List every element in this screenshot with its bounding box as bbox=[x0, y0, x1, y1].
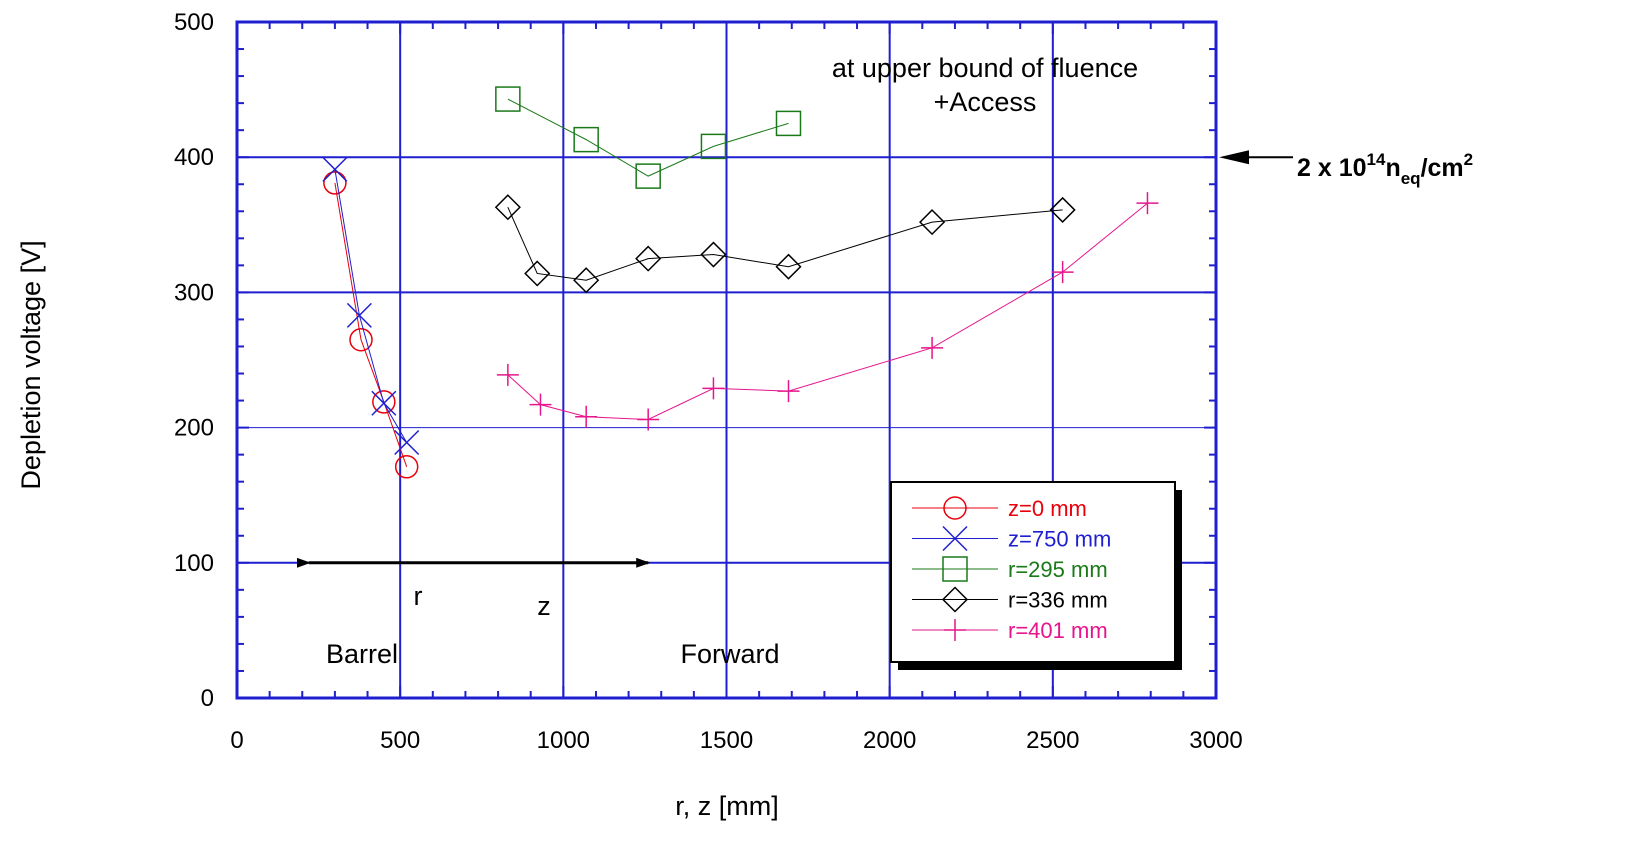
data-point-diamond bbox=[700, 241, 727, 268]
y-tick-labels: 0 100 200 300 400 500 bbox=[174, 9, 214, 712]
legend-label: z=750 mm bbox=[1008, 527, 1111, 552]
fluence-arrowhead bbox=[1219, 150, 1249, 165]
y-axis-label: Depletion voltage [V] bbox=[16, 240, 46, 489]
x-tick-label: 2000 bbox=[863, 727, 916, 754]
legend-marker-plus bbox=[944, 619, 966, 641]
x-tick-label: 2500 bbox=[1026, 727, 1079, 754]
data-point-diamond bbox=[494, 194, 521, 221]
series-line bbox=[334, 182, 408, 467]
y-tick-label: 300 bbox=[174, 279, 214, 306]
legend-box bbox=[890, 481, 1176, 663]
data-point-diamond bbox=[524, 260, 551, 287]
series-x bbox=[322, 156, 420, 456]
data-point-plus bbox=[702, 377, 725, 400]
y-tick-label: 500 bbox=[174, 9, 214, 36]
data-point-square bbox=[495, 86, 521, 112]
data-point-x bbox=[322, 156, 348, 182]
y-tick-label: 0 bbox=[201, 685, 214, 712]
legend-marker-circle bbox=[943, 496, 967, 520]
data-point-diamond bbox=[573, 267, 600, 294]
series-circle bbox=[323, 171, 419, 479]
data-point-plus bbox=[777, 380, 800, 403]
legend-entry: r=401 mm bbox=[912, 618, 1108, 643]
legend-entry: r=336 mm bbox=[912, 586, 1108, 613]
legend-entry: z=750 mm bbox=[912, 525, 1111, 552]
series-line bbox=[507, 98, 789, 177]
series-line bbox=[507, 207, 1063, 281]
legend-marker-x bbox=[942, 525, 968, 552]
data-point-plus bbox=[1051, 261, 1074, 284]
data-point-square bbox=[700, 133, 727, 160]
legend-label: r=295 mm bbox=[1008, 557, 1108, 582]
legend-entry: r=295 mm bbox=[912, 556, 1108, 582]
series-diamond bbox=[494, 194, 1076, 294]
x-tick-labels: 0 500 1000 1500 2000 2500 3000 bbox=[230, 727, 1242, 754]
data-point-x bbox=[346, 302, 372, 328]
y-tick-label: 400 bbox=[174, 144, 214, 171]
series-line bbox=[334, 169, 408, 443]
data-point-x bbox=[371, 390, 397, 416]
data-point-plus bbox=[575, 405, 598, 428]
y-tick-label: 200 bbox=[174, 415, 214, 442]
x-tick-label: 0 bbox=[230, 727, 243, 754]
legend-label: z=0 mm bbox=[1008, 496, 1087, 521]
legend-label: r=401 mm bbox=[1008, 618, 1108, 643]
data-point-x bbox=[394, 429, 420, 456]
series-square bbox=[495, 86, 802, 189]
data-point-square bbox=[573, 126, 599, 153]
legend-label: r=336 mm bbox=[1008, 588, 1108, 613]
legend: z=0 mm z=750 mm r=295 mm r=336 mm r=401 mm bbox=[890, 481, 1182, 670]
legend-marker-square bbox=[942, 556, 968, 582]
legend-marker-diamond bbox=[941, 586, 969, 613]
data-point-plus bbox=[921, 336, 944, 359]
data-point-square bbox=[635, 163, 661, 189]
x-tick-label: 1500 bbox=[700, 727, 753, 754]
forward-label: Forward bbox=[680, 639, 779, 669]
data-point-circle bbox=[349, 327, 373, 352]
data-point-diamond bbox=[635, 245, 662, 272]
data-point-diamond bbox=[919, 209, 946, 236]
x-axis-label: r, z [mm] bbox=[675, 791, 779, 821]
fluence-value-label: 2 x 1014neq/cm2 bbox=[1297, 150, 1473, 188]
data-point-diamond bbox=[1049, 196, 1076, 223]
data-point-square bbox=[775, 110, 802, 137]
fluence-note-line1: at upper bound of fluence bbox=[832, 53, 1138, 83]
data-point-plus bbox=[1136, 192, 1159, 215]
data-point-plus bbox=[496, 363, 519, 386]
data-series bbox=[322, 86, 1159, 479]
x-tick-label: 3000 bbox=[1189, 727, 1242, 754]
axis-ticks bbox=[236, 21, 1217, 699]
legend-entry: z=0 mm bbox=[912, 496, 1087, 521]
x-tick-label: 1000 bbox=[537, 727, 590, 754]
x-tick-label: 500 bbox=[380, 727, 420, 754]
fluence-note-line2: +Access bbox=[934, 87, 1037, 117]
data-point-diamond bbox=[775, 253, 802, 280]
data-point-plus bbox=[529, 393, 552, 416]
series-plus bbox=[496, 192, 1159, 431]
r-label: r bbox=[414, 581, 423, 611]
data-point-circle bbox=[394, 455, 419, 479]
y-tick-label: 100 bbox=[174, 550, 214, 577]
data-point-plus bbox=[637, 408, 660, 431]
series-line bbox=[507, 202, 1148, 420]
barrel-label: Barrel bbox=[326, 639, 398, 669]
z-label: z bbox=[537, 591, 551, 621]
data-point-circle bbox=[372, 390, 396, 414]
